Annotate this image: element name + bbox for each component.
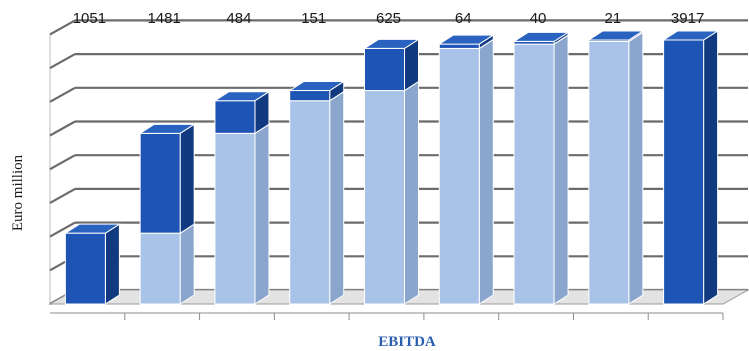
bar-base-side	[254, 123, 270, 305]
data-label: 151	[301, 10, 326, 27]
gridline-connector	[49, 221, 76, 238]
gridline-connector	[49, 86, 76, 103]
bar-total-side	[703, 30, 719, 305]
bar-increment-top	[362, 38, 421, 49]
bar-total-top	[661, 30, 720, 41]
bar-increment-front	[64, 232, 106, 305]
bar-increment-top	[288, 81, 346, 92]
gridline-connector	[49, 154, 76, 171]
bar-base-side	[179, 223, 195, 305]
bar-increment-front	[289, 90, 331, 102]
bar-increment-front	[214, 100, 256, 134]
bar-base-front	[364, 90, 405, 305]
data-label: 484	[226, 10, 251, 27]
data-label: 40	[530, 10, 547, 27]
bar-increment-top	[63, 223, 122, 234]
data-label: 625	[376, 10, 401, 27]
data-label: 64	[455, 10, 472, 27]
bar-increment-top	[138, 123, 196, 134]
gridline-connector	[49, 53, 76, 70]
bar-increment-side	[179, 123, 195, 235]
gridline-connector	[49, 120, 76, 137]
bar-base-side	[404, 80, 419, 305]
bar-base-side	[478, 38, 494, 305]
bar-increment-top	[587, 30, 645, 41]
data-labels: 1051 1481 484 151 625 64 40 21 3917	[73, 10, 705, 27]
bar-total-front	[663, 39, 705, 305]
bar-base-front	[139, 232, 181, 305]
gridline-connector	[49, 19, 76, 36]
bar-base-front	[513, 43, 555, 305]
data-label: 21	[604, 10, 621, 27]
bar-increment-front	[139, 132, 181, 234]
bar-base-front	[289, 100, 331, 305]
bar-increment-top	[213, 91, 271, 102]
bar-increment-top	[437, 34, 495, 45]
bars	[63, 30, 720, 305]
data-label: 1051	[73, 10, 106, 27]
bar-base-front	[438, 47, 480, 305]
bar-base-side	[329, 90, 345, 305]
bar-increment-top	[512, 31, 570, 42]
bar-increment-front	[438, 43, 480, 49]
bar-base-side	[553, 34, 569, 305]
data-label: 3917	[671, 10, 704, 27]
x-axis-title: EBITDA	[378, 334, 436, 350]
bar-increment-front	[364, 47, 405, 92]
y-axis-title: Euro million	[10, 154, 26, 231]
bar-increment-side	[104, 223, 120, 305]
bar-base-front	[214, 132, 256, 305]
gridline-connector	[49, 187, 76, 204]
bar-base-front	[588, 40, 630, 305]
bar-base-side	[628, 31, 644, 305]
data-label: 1481	[147, 10, 180, 27]
